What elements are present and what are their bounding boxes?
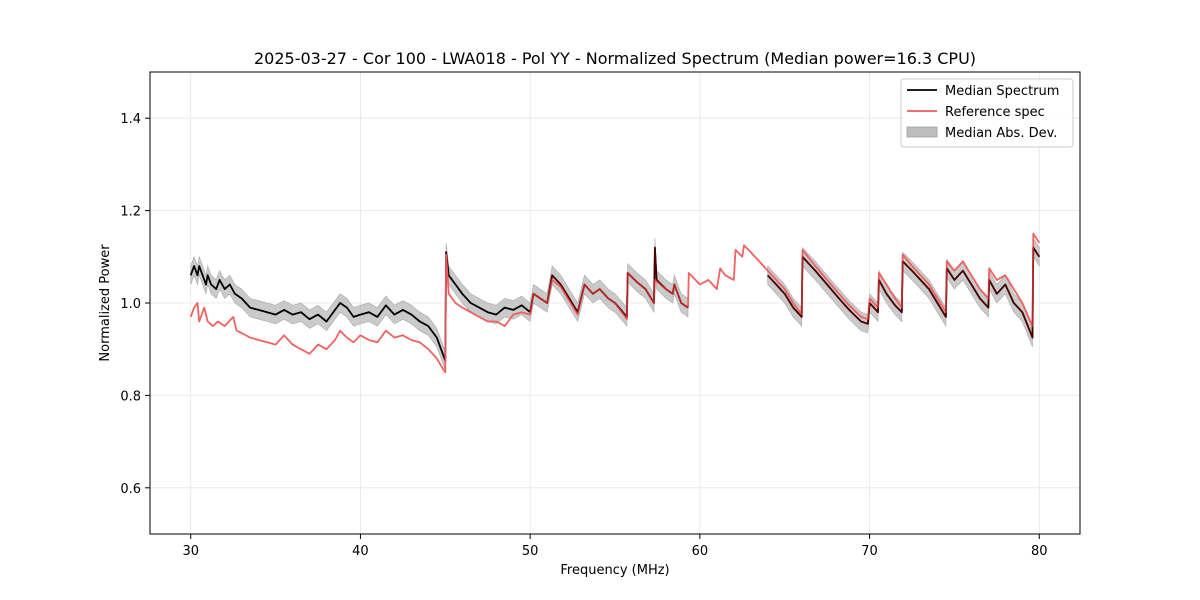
x-tick-label: 30 [182,544,199,559]
series-layer [189,232,1041,374]
overlap-line [767,246,1040,339]
x-axis-label: Frequency (MHz) [560,563,669,578]
y-tick-label: 0.8 [120,389,141,404]
legend-mad-swatch [906,126,938,138]
overlap-line [529,246,689,318]
tick-layer: 30 40 50 60 70 80 0.6 0.8 1.0 1.2 1.4 [120,112,1047,559]
x-tick-label: 60 [692,544,709,559]
y-tick-label: 1.2 [120,205,141,220]
x-tick-label: 50 [522,544,539,559]
chart-title: 2025-03-27 - Cor 100 - LWA018 - Pol YY -… [254,49,976,68]
legend-box [900,78,1074,148]
y-tick-label: 1.0 [120,297,141,312]
legend: Median Spectrum Reference spec Median Ab… [900,78,1074,148]
legend-median-label: Median Spectrum [945,84,1059,99]
x-tick-label: 70 [861,544,878,559]
legend-mad-label: Median Abs. Dev. [945,126,1057,141]
y-tick-label: 0.6 [120,482,141,497]
x-tick-label: 80 [1031,544,1048,559]
y-tick-label: 1.4 [120,112,141,127]
x-tick-label: 40 [352,544,369,559]
y-axis-label: Normalized Power [98,244,113,362]
legend-reference-label: Reference spec [945,105,1045,120]
